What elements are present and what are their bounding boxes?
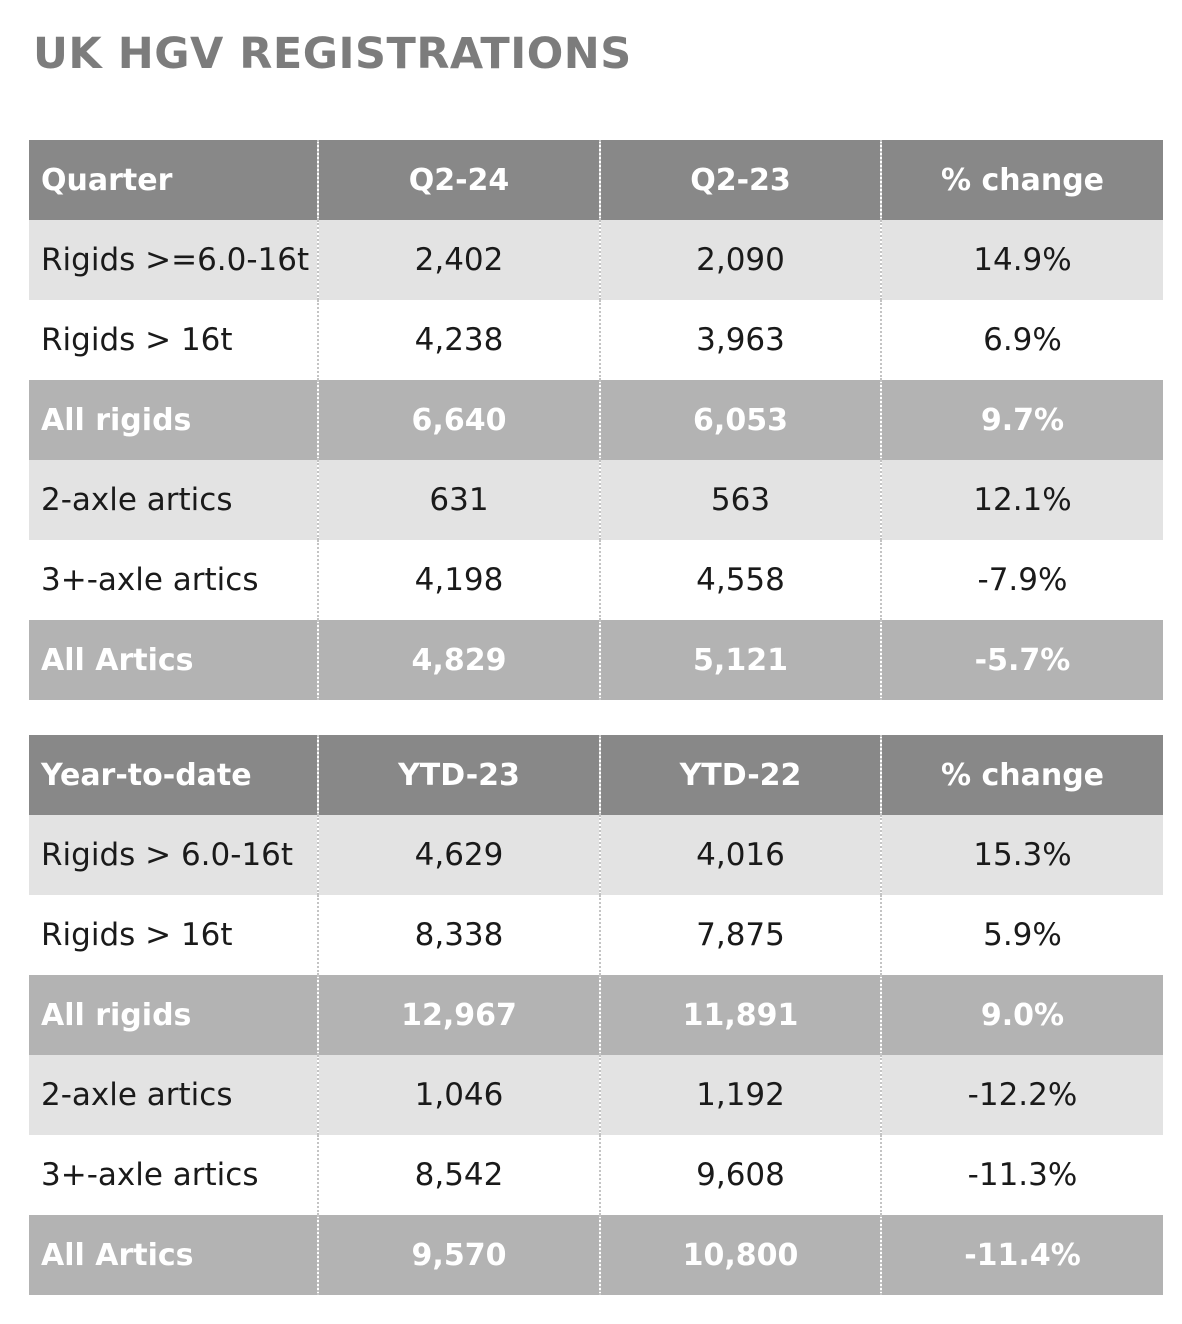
change-value: -7.9% bbox=[880, 540, 1163, 620]
change-value: -12.2% bbox=[880, 1055, 1163, 1135]
previous-value: 563 bbox=[599, 460, 881, 540]
table-header-row: Quarter Q2-24 Q2-23 % change bbox=[29, 140, 1163, 220]
change-value: 12.1% bbox=[880, 460, 1163, 540]
previous-value: 2,090 bbox=[599, 220, 881, 300]
total-row: All Artics 9,570 10,800 -11.4% bbox=[29, 1215, 1163, 1295]
page-title: UK HGV REGISTRATIONS bbox=[33, 29, 632, 79]
column-header-previous: Q2-23 bbox=[599, 140, 881, 220]
ytd-table: Year-to-date YTD-23 YTD-22 % change Rigi… bbox=[29, 735, 1163, 1295]
table-row: 2-axle artics 1,046 1,192 -12.2% bbox=[29, 1055, 1163, 1135]
column-header-period: Year-to-date bbox=[41, 757, 252, 793]
row-label: All Artics bbox=[41, 642, 194, 678]
table-row: 3+-axle artics 8,542 9,608 -11.3% bbox=[29, 1135, 1163, 1215]
change-value: 9.0% bbox=[880, 975, 1163, 1055]
current-value: 2,402 bbox=[317, 220, 600, 300]
quarter-table: Quarter Q2-24 Q2-23 % change Rigids >=6.… bbox=[29, 140, 1163, 700]
column-header-change: % change bbox=[880, 735, 1163, 815]
table-row: 2-axle artics 631 563 12.1% bbox=[29, 460, 1163, 540]
change-value: -11.3% bbox=[880, 1135, 1163, 1215]
row-label: All Artics bbox=[41, 1237, 194, 1273]
total-row: All Artics 4,829 5,121 -5.7% bbox=[29, 620, 1163, 700]
row-label: Rigids > 16t bbox=[41, 917, 233, 953]
table-row: Rigids > 6.0-16t 4,629 4,016 15.3% bbox=[29, 815, 1163, 895]
change-value: 15.3% bbox=[880, 815, 1163, 895]
total-row: All rigids 6,640 6,053 9.7% bbox=[29, 380, 1163, 460]
row-label: 2-axle artics bbox=[41, 1077, 233, 1113]
previous-value: 9,608 bbox=[599, 1135, 881, 1215]
current-value: 6,640 bbox=[317, 380, 600, 460]
row-label: All rigids bbox=[41, 402, 192, 438]
previous-value: 1,192 bbox=[599, 1055, 881, 1135]
row-label: 3+-axle artics bbox=[41, 1157, 259, 1193]
previous-value: 3,963 bbox=[599, 300, 881, 380]
change-value: 14.9% bbox=[880, 220, 1163, 300]
table-header-row: Year-to-date YTD-23 YTD-22 % change bbox=[29, 735, 1163, 815]
change-value: -11.4% bbox=[880, 1215, 1163, 1295]
table-row: Rigids >=6.0-16t 2,402 2,090 14.9% bbox=[29, 220, 1163, 300]
row-label: 2-axle artics bbox=[41, 482, 233, 518]
current-value: 12,967 bbox=[317, 975, 600, 1055]
column-header-change: % change bbox=[880, 140, 1163, 220]
row-label: Rigids > 6.0-16t bbox=[41, 837, 294, 873]
table-row: Rigids > 16t 8,338 7,875 5.9% bbox=[29, 895, 1163, 975]
previous-value: 4,016 bbox=[599, 815, 881, 895]
column-header-current: YTD-23 bbox=[317, 735, 600, 815]
current-value: 9,570 bbox=[317, 1215, 600, 1295]
current-value: 4,198 bbox=[317, 540, 600, 620]
total-row: All rigids 12,967 11,891 9.0% bbox=[29, 975, 1163, 1055]
previous-value: 11,891 bbox=[599, 975, 881, 1055]
column-header-previous: YTD-22 bbox=[599, 735, 881, 815]
column-header-current: Q2-24 bbox=[317, 140, 600, 220]
previous-value: 10,800 bbox=[599, 1215, 881, 1295]
current-value: 1,046 bbox=[317, 1055, 600, 1135]
row-label: All rigids bbox=[41, 997, 192, 1033]
change-value: 5.9% bbox=[880, 895, 1163, 975]
change-value: -5.7% bbox=[880, 620, 1163, 700]
current-value: 4,629 bbox=[317, 815, 600, 895]
table-row: 3+-axle artics 4,198 4,558 -7.9% bbox=[29, 540, 1163, 620]
row-label: Rigids > 16t bbox=[41, 322, 233, 358]
current-value: 631 bbox=[317, 460, 600, 540]
previous-value: 5,121 bbox=[599, 620, 881, 700]
current-value: 8,542 bbox=[317, 1135, 600, 1215]
previous-value: 6,053 bbox=[599, 380, 881, 460]
change-value: 9.7% bbox=[880, 380, 1163, 460]
table-row: Rigids > 16t 4,238 3,963 6.9% bbox=[29, 300, 1163, 380]
row-label: Rigids >=6.0-16t bbox=[41, 242, 310, 278]
current-value: 8,338 bbox=[317, 895, 600, 975]
row-label: 3+-axle artics bbox=[41, 562, 259, 598]
previous-value: 7,875 bbox=[599, 895, 881, 975]
previous-value: 4,558 bbox=[599, 540, 881, 620]
current-value: 4,238 bbox=[317, 300, 600, 380]
current-value: 4,829 bbox=[317, 620, 600, 700]
column-header-period: Quarter bbox=[41, 162, 173, 198]
change-value: 6.9% bbox=[880, 300, 1163, 380]
